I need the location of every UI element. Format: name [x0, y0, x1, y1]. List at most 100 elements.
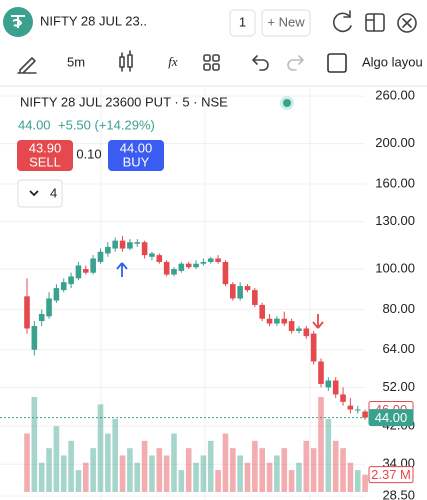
checkbox[interactable]: [327, 53, 347, 73]
new-button[interactable]: [261, 9, 311, 37]
candle-body: [119, 240, 126, 249]
candle-body: [296, 328, 302, 332]
volume-bar: [281, 448, 288, 492]
volume-bar: [325, 418, 332, 492]
volume-bar: [274, 455, 280, 492]
candle-body: [178, 263, 185, 271]
volume-bar: [207, 440, 214, 492]
sell-price: 43.90: [29, 140, 62, 155]
layout-name[interactable]: Algo layou: [362, 54, 423, 69]
candle-body: [185, 263, 192, 268]
volume-bar: [141, 440, 148, 492]
volume-bar: [90, 448, 96, 492]
candle-body: [156, 255, 163, 262]
volume-bar: [259, 448, 265, 492]
candle-body: [266, 318, 273, 324]
candle-body: [83, 269, 89, 273]
volume-bar: [171, 433, 177, 492]
candle-body: [46, 298, 52, 317]
volume-bar: [193, 462, 199, 492]
volume-bar: [215, 470, 221, 492]
layout-icon[interactable]: [365, 13, 385, 32]
indicators[interactable]: fx: [168, 54, 178, 69]
candle-body: [149, 253, 155, 257]
candle-body: [244, 286, 251, 291]
volume-bar: [222, 433, 229, 492]
volume-bar: [75, 470, 82, 492]
volume-bar: [332, 440, 339, 492]
y-tick-label: 100.00: [375, 260, 415, 275]
candle-body: [252, 290, 258, 305]
symbol-title[interactable]: NIFTY 28 JUL 23..: [40, 13, 147, 28]
quantity-dropdown[interactable]: [17, 179, 63, 208]
volume-badge-label: 2.37 M: [371, 467, 411, 482]
candle-body: [60, 282, 67, 291]
last-price: 44.00: [18, 117, 51, 132]
y-tick-label: 28.50: [382, 488, 415, 500]
candle-body: [38, 313, 45, 322]
candle-body: [97, 251, 104, 262]
candle-body: [274, 318, 280, 324]
sell-button[interactable]: [17, 140, 73, 171]
candle-body: [105, 246, 111, 254]
volume-bar: [244, 462, 251, 492]
count-badge[interactable]: [229, 9, 256, 37]
candle-body: [163, 261, 170, 275]
candle-body: [193, 263, 199, 268]
volume-bar: [134, 462, 141, 492]
templates-icon[interactable]: [203, 54, 220, 71]
candle-body: [141, 242, 148, 256]
volume-bar: [318, 397, 324, 492]
candle-icon[interactable]: [119, 50, 133, 72]
chevron: [29, 190, 39, 197]
buy-signal-arrow: [116, 262, 128, 277]
candle-body: [230, 284, 236, 299]
y-tick-label: 260.00: [375, 88, 415, 103]
candle-body: [68, 276, 74, 285]
y-tick-label: 52.00: [382, 379, 415, 394]
candle-body: [259, 304, 265, 319]
refresh-icon[interactable]: [332, 10, 352, 33]
candle-body: [288, 321, 295, 332]
volume-bar: [252, 440, 258, 492]
price-badge: [368, 409, 414, 427]
candle-body: [237, 286, 243, 299]
candle-body: [53, 288, 60, 301]
volume-bar: [46, 448, 52, 492]
sell-signal-arrow: [312, 314, 324, 329]
volume-bar: [354, 470, 361, 492]
y-tick-label: 80.00: [382, 301, 415, 316]
price-change: +5.50 (+14.29%): [58, 117, 155, 132]
candle-body: [318, 361, 324, 384]
volume-bar: [53, 426, 60, 492]
volume-bar: [347, 462, 354, 492]
candle-body: [134, 242, 141, 244]
redo-icon[interactable]: [287, 55, 304, 71]
volume-bar: [362, 474, 368, 492]
volume-bar: [163, 455, 170, 492]
buy-button[interactable]: [108, 140, 164, 171]
candle-body: [281, 318, 288, 324]
candle-body: [24, 296, 30, 329]
undo-icon[interactable]: [252, 55, 269, 71]
sell-label: SELL: [29, 154, 61, 169]
y-tick-label: 130.00: [375, 213, 415, 228]
chart-area: 260.00 200.00 160.00 130.00 100.00 80.00 64.00…: [0, 88, 415, 500]
volume-bar: [310, 448, 317, 492]
buy-price: 44.00: [120, 140, 153, 155]
volume-bar: [24, 433, 30, 492]
interval[interactable]: 5m: [67, 54, 85, 69]
volume-bar: [112, 418, 118, 492]
candle-body: [354, 409, 361, 411]
close-icon[interactable]: [397, 13, 417, 33]
candle-body: [200, 261, 207, 264]
volume-bar: [340, 448, 346, 492]
volume-bar: [97, 404, 104, 492]
volume-bar: [230, 448, 236, 492]
candle-body: [362, 411, 368, 418]
candle-body: [127, 242, 133, 249]
candle-body: [207, 258, 214, 262]
draw-icon[interactable]: [17, 57, 37, 74]
